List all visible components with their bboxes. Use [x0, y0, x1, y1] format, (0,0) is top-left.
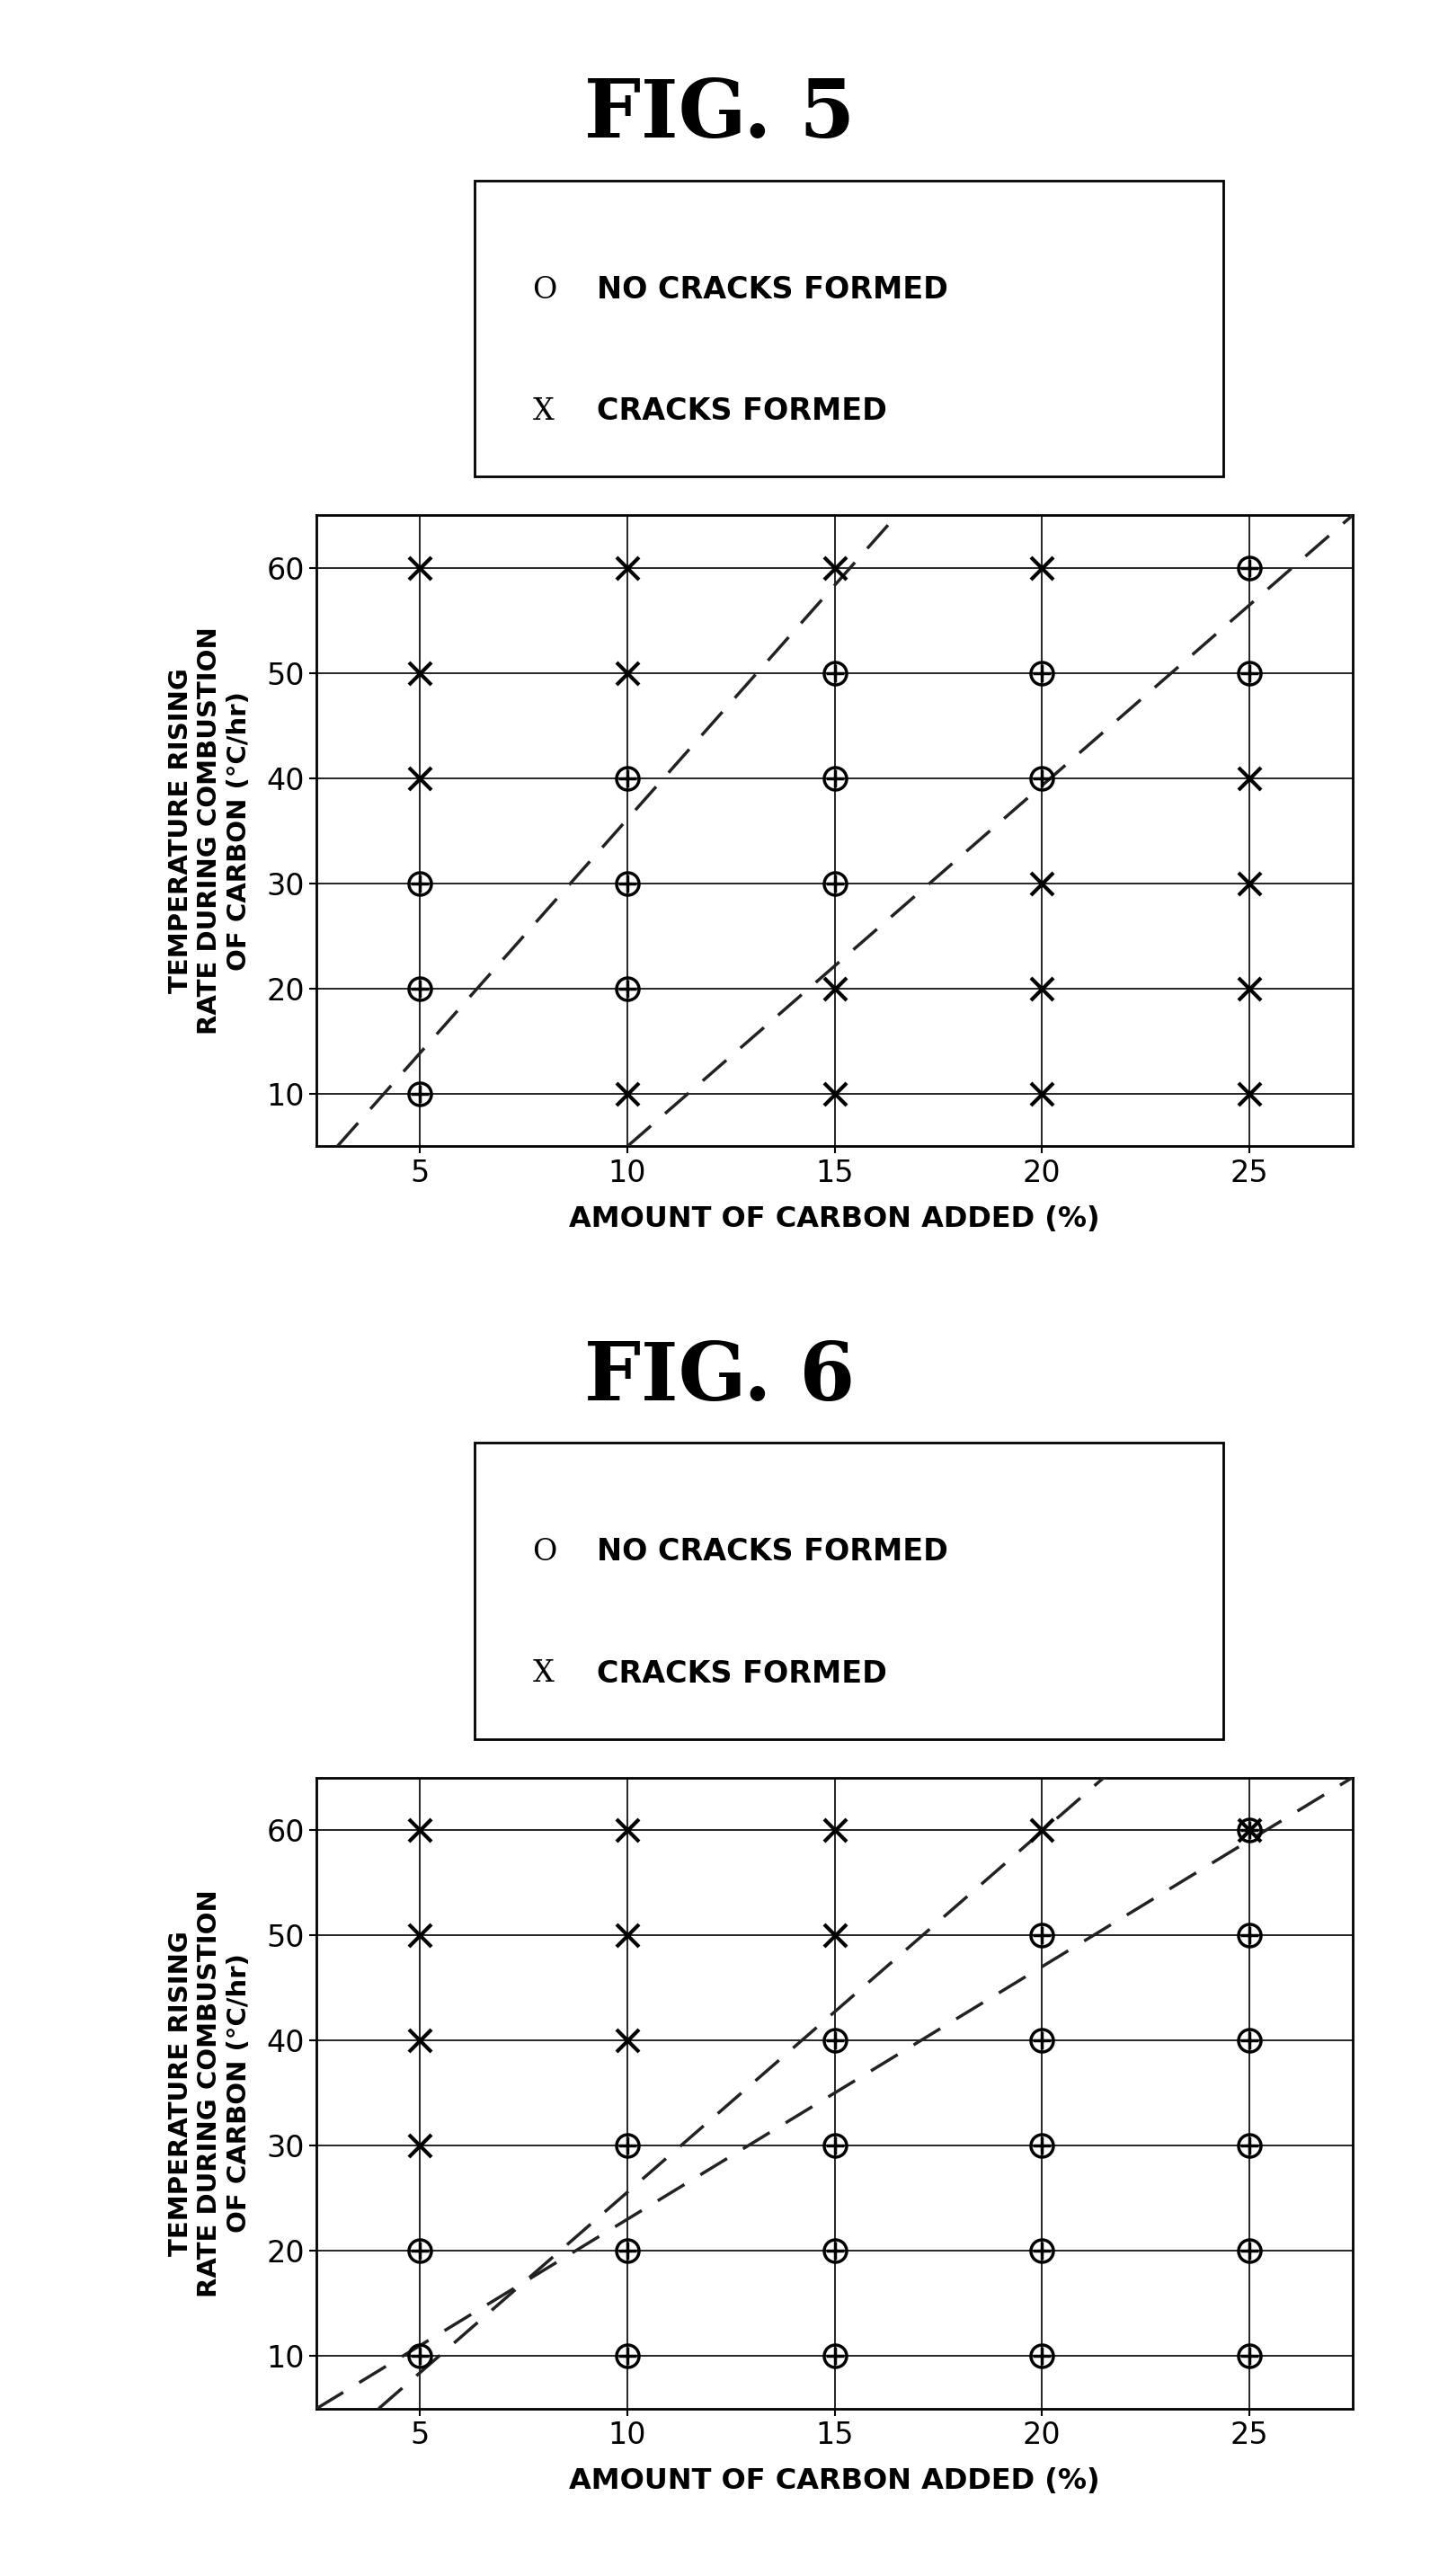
X-axis label: AMOUNT OF CARBON ADDED (%): AMOUNT OF CARBON ADDED (%) — [570, 2468, 1099, 2496]
Text: X: X — [532, 1659, 554, 1687]
Text: NO CRACKS FORMED: NO CRACKS FORMED — [597, 1538, 948, 1566]
Text: X: X — [532, 397, 554, 425]
Y-axis label: TEMPERATURE RISING
RATE DURING COMBUSTION
OF CARBON (°C/hr): TEMPERATURE RISING RATE DURING COMBUSTIO… — [168, 626, 252, 1036]
Text: O: O — [532, 276, 557, 304]
Text: O: O — [532, 1538, 557, 1566]
Text: CRACKS FORMED: CRACKS FORMED — [597, 397, 888, 425]
X-axis label: AMOUNT OF CARBON ADDED (%): AMOUNT OF CARBON ADDED (%) — [570, 1206, 1099, 1234]
Text: FIG. 5: FIG. 5 — [584, 77, 855, 155]
Y-axis label: TEMPERATURE RISING
RATE DURING COMBUSTION
OF CARBON (°C/hr): TEMPERATURE RISING RATE DURING COMBUSTIO… — [168, 1888, 252, 2298]
Text: CRACKS FORMED: CRACKS FORMED — [597, 1659, 888, 1687]
Text: NO CRACKS FORMED: NO CRACKS FORMED — [597, 276, 948, 304]
Text: FIG. 6: FIG. 6 — [584, 1340, 855, 1417]
